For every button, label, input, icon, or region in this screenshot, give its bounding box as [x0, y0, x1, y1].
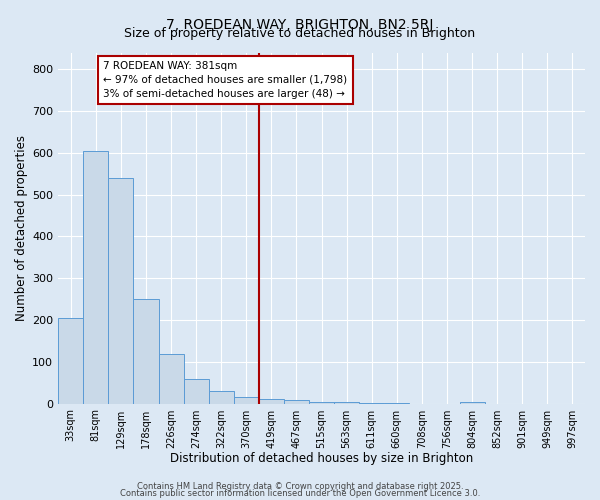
Bar	[259, 398, 284, 404]
Bar	[83, 150, 109, 404]
Y-axis label: Number of detached properties: Number of detached properties	[15, 135, 28, 321]
Bar	[58, 318, 83, 404]
Bar	[334, 402, 359, 404]
Bar	[133, 299, 158, 404]
Bar	[184, 380, 209, 404]
Bar	[284, 400, 309, 404]
Bar	[309, 402, 334, 404]
Text: Size of property relative to detached houses in Brighton: Size of property relative to detached ho…	[124, 28, 476, 40]
Text: Contains HM Land Registry data © Crown copyright and database right 2025.: Contains HM Land Registry data © Crown c…	[137, 482, 463, 491]
Bar	[209, 391, 234, 404]
Bar	[234, 398, 259, 404]
Bar	[359, 403, 384, 404]
Bar	[460, 402, 485, 404]
Text: Contains public sector information licensed under the Open Government Licence 3.: Contains public sector information licen…	[120, 489, 480, 498]
Bar	[109, 178, 133, 404]
Text: 7 ROEDEAN WAY: 381sqm
← 97% of detached houses are smaller (1,798)
3% of semi-de: 7 ROEDEAN WAY: 381sqm ← 97% of detached …	[103, 61, 347, 99]
Text: 7, ROEDEAN WAY, BRIGHTON, BN2 5RJ: 7, ROEDEAN WAY, BRIGHTON, BN2 5RJ	[166, 18, 434, 32]
Bar	[158, 354, 184, 404]
X-axis label: Distribution of detached houses by size in Brighton: Distribution of detached houses by size …	[170, 452, 473, 465]
